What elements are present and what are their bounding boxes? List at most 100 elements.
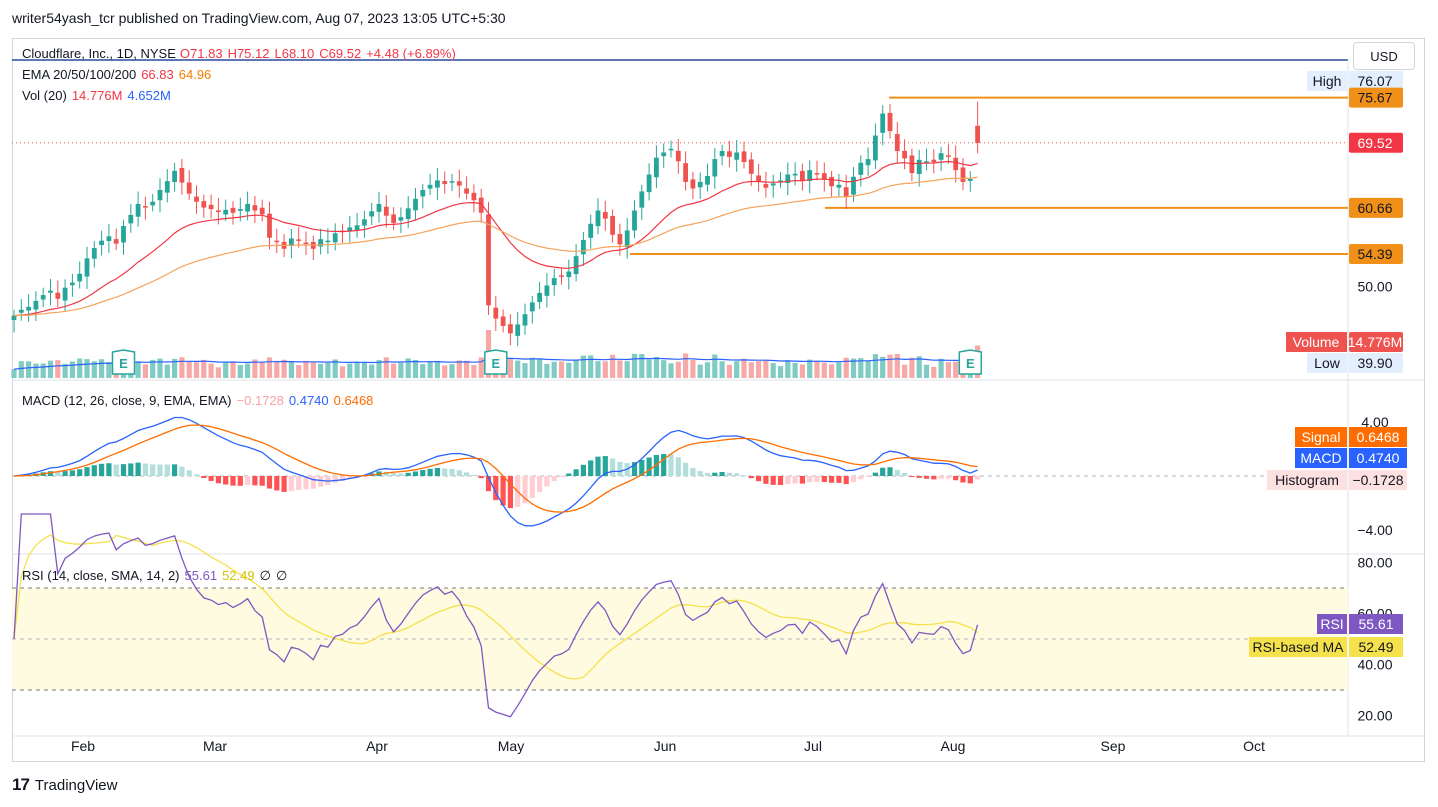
candle-body <box>106 236 112 241</box>
macd-tag-bg <box>1295 448 1347 468</box>
macd-histogram-bar <box>434 467 440 476</box>
low-value: L68.10 <box>274 46 315 61</box>
candle-body <box>741 151 747 163</box>
macd-value: 0.4740 <box>288 393 329 408</box>
main-legend: Cloudflare, Inc., 1D, NYSE O71.83 H75.12 L6… <box>22 46 461 61</box>
macd-histogram-bar <box>756 476 762 482</box>
macd-histogram-bar <box>588 460 594 476</box>
currency-button[interactable]: USD <box>1353 42 1415 70</box>
volume-bar <box>792 362 798 378</box>
macd-tag-bg <box>1267 470 1347 490</box>
volume-bar <box>325 362 331 378</box>
volume-bar <box>858 358 864 378</box>
volume-bar <box>77 358 83 378</box>
macd-histogram-bar <box>923 476 930 479</box>
macd-histogram-bar <box>281 476 287 492</box>
candle-body <box>632 210 637 231</box>
macd-tag-label: Histogram <box>1275 472 1339 488</box>
macd-histogram-bar <box>836 476 842 483</box>
level-label-2-bg <box>1349 197 1403 218</box>
volume-bar <box>478 357 484 378</box>
candle-body <box>843 187 849 197</box>
macd-histogram-bar <box>69 470 75 476</box>
candle-body <box>624 230 630 248</box>
macd-histogram-bar <box>128 463 134 476</box>
macd-histogram-bar <box>456 470 462 476</box>
signal-line <box>13 424 978 513</box>
macd-histogram-bar <box>252 476 258 486</box>
candle-body <box>267 213 272 238</box>
candle-body <box>756 175 761 182</box>
volume-bar <box>339 366 346 378</box>
volume-bar <box>887 354 893 378</box>
candle-body <box>413 198 418 211</box>
candles <box>11 101 980 347</box>
candle-body <box>697 181 703 188</box>
candle-body <box>471 192 477 201</box>
candle-body <box>654 157 659 178</box>
volume-bar <box>55 360 61 378</box>
x-tick-label: Feb <box>71 738 95 754</box>
volume-value-label-bg <box>1349 332 1403 352</box>
candle-body <box>967 178 973 181</box>
candle-body <box>865 159 871 166</box>
macd-histogram-bar <box>719 472 725 476</box>
rsi-y-tick: 20.00 <box>1357 708 1392 724</box>
earnings-letter: E <box>119 356 128 371</box>
volume-bar <box>595 361 601 378</box>
candle-body <box>763 184 769 188</box>
candle-body <box>836 184 842 188</box>
macd-histogram-bar <box>595 456 601 476</box>
low-tag-label: Low <box>1314 355 1341 371</box>
volume-bar <box>47 360 54 378</box>
macd-histogram-bar <box>544 476 550 487</box>
macd-histogram-bar <box>617 461 623 476</box>
x-tick-label: Apr <box>366 738 388 754</box>
rsi-y-tick: 40.00 <box>1357 657 1392 673</box>
candle-body <box>522 314 528 326</box>
candle-body <box>916 159 922 174</box>
volume-bar <box>529 357 535 378</box>
candle-body <box>33 300 39 310</box>
volume-bar <box>507 359 513 378</box>
macd-histogram-bar <box>84 467 90 476</box>
symbol-title: Cloudflare, Inc., 1D, NYSE <box>22 46 176 61</box>
volume-bar <box>84 359 90 378</box>
macd-histogram-bar <box>967 476 973 484</box>
macd-histogram-bar <box>310 476 316 489</box>
macd-histogram-bar <box>91 465 97 476</box>
candle-body <box>902 150 907 159</box>
volume-bar <box>683 353 689 378</box>
volume-bar <box>412 360 419 378</box>
volume-bar <box>588 355 594 378</box>
volume-bar <box>777 366 784 378</box>
volume-bar <box>420 364 426 378</box>
candle-body <box>362 219 367 226</box>
volume-bar <box>208 363 214 378</box>
macd-histogram-bar <box>697 471 703 476</box>
volume-bar <box>405 358 411 378</box>
volume-bar <box>580 355 586 378</box>
candle-body <box>646 174 652 193</box>
macd-histogram-bar <box>529 476 535 498</box>
low-value-label-bg <box>1349 353 1403 373</box>
macd-histogram-bar <box>792 476 798 484</box>
candle-body <box>748 159 754 174</box>
candle-body <box>77 273 83 282</box>
chart-frame[interactable] <box>12 38 1425 762</box>
last-price-label: 69.52 <box>1357 135 1392 151</box>
volume-bar <box>719 361 725 378</box>
candle-body <box>245 203 250 212</box>
rsi-band <box>12 587 1348 691</box>
candle-body <box>435 180 440 188</box>
candle-body <box>121 225 126 243</box>
volume-bar <box>551 361 557 378</box>
volume-bar <box>318 363 324 378</box>
macd-histogram-bar <box>420 469 426 476</box>
candle-body <box>143 206 148 208</box>
volume-value-label: 14.776M <box>1348 334 1402 350</box>
volume-bar <box>602 361 608 378</box>
macd-tag-value: 0.4740 <box>1357 450 1400 466</box>
earnings-marker: E <box>111 349 136 375</box>
